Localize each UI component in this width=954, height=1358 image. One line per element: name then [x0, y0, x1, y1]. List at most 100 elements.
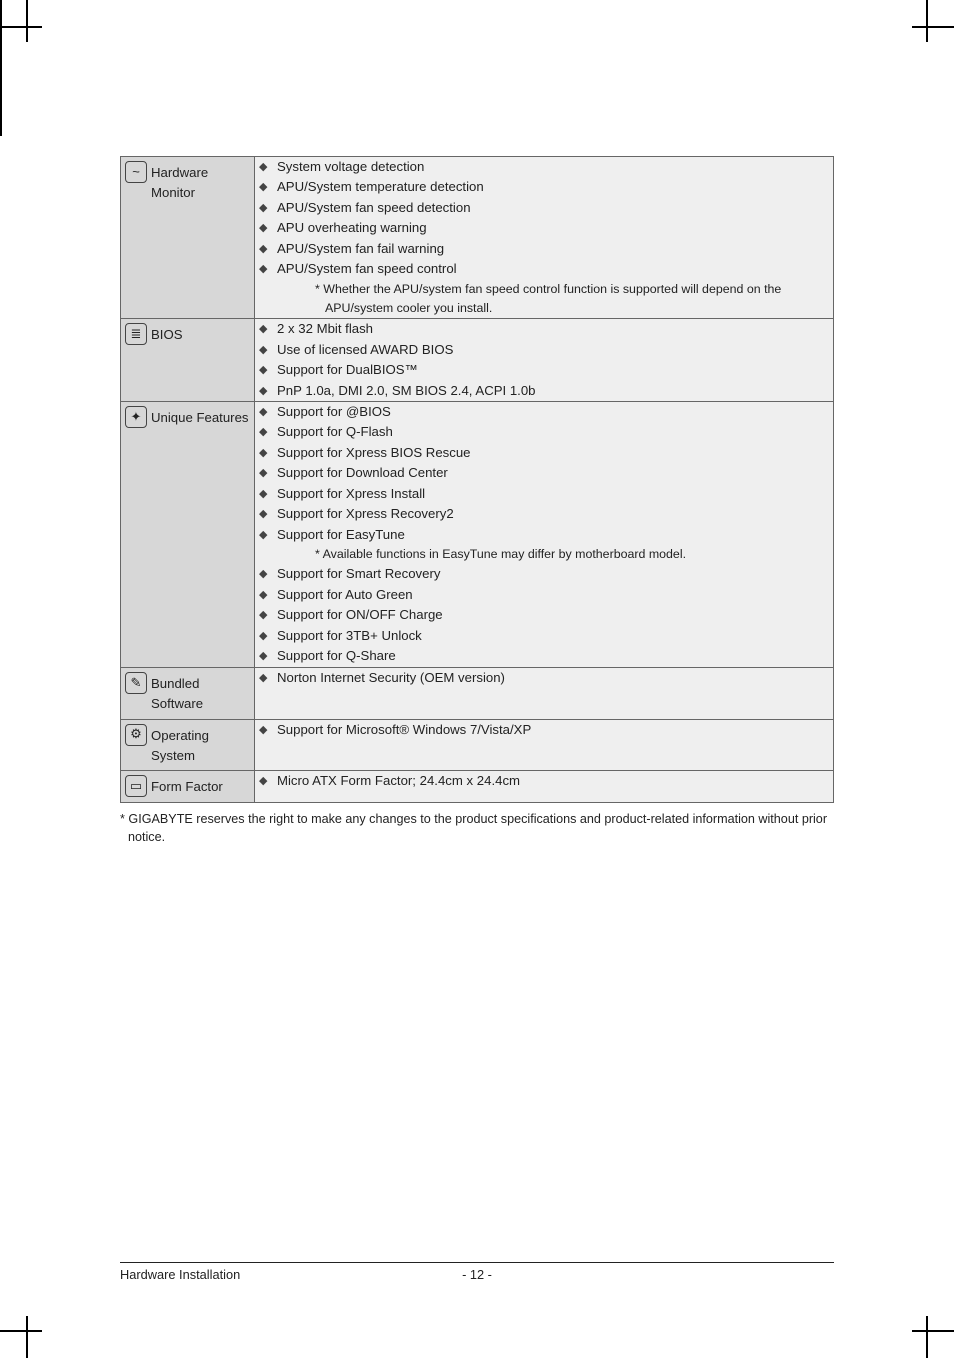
list-item: Support for Microsoft® Windows 7/Vista/X… [255, 720, 833, 740]
list-item-text: Support for Microsoft® Windows 7/Vista/X… [277, 720, 833, 740]
list-item-text: Support for @BIOS [277, 402, 833, 422]
list-item-text: Support for Xpress BIOS Rescue [277, 443, 833, 463]
spec-category-cell: ✦Unique Features [121, 401, 255, 667]
spec-table: ~Hardware MonitorSystem voltage detectio… [120, 156, 834, 803]
list-item-text: Support for Q-Share [277, 646, 833, 666]
category-label: Operating System [151, 724, 250, 767]
bullet-icon [255, 198, 277, 217]
spec-details-cell: 2 x 32 Mbit flashUse of licensed AWARD B… [255, 319, 834, 402]
list-item-text: Support for ON/OFF Charge [277, 605, 833, 625]
spec-bullet-list: 2 x 32 Mbit flashUse of licensed AWARD B… [255, 319, 833, 401]
list-item: Support for Smart Recovery [255, 564, 833, 584]
list-item-text: APU overheating warning [277, 218, 833, 238]
crop-mark [0, 26, 42, 28]
list-item: APU overheating warning [255, 218, 833, 238]
page-footer: Hardware Installation - 12 - [120, 1262, 834, 1282]
list-item: Use of licensed AWARD BIOS [255, 340, 833, 360]
crop-mark [26, 0, 28, 42]
list-item-text: APU/System fan fail warning [277, 239, 833, 259]
spec-bullet-list: Norton Internet Security (OEM version) [255, 668, 833, 688]
bullet-icon [255, 218, 277, 237]
list-item-text: Norton Internet Security (OEM version) [277, 668, 833, 688]
list-item: Support for 3TB+ Unlock [255, 626, 833, 646]
list-item-text: Support for Q-Flash [277, 422, 833, 442]
bullet-icon [255, 525, 277, 544]
crop-mark [0, 68, 2, 102]
bullet-icon [255, 422, 277, 441]
table-row: ✎Bundled Software Norton Internet Securit… [121, 667, 834, 719]
spec-category-cell: ~Hardware Monitor [121, 157, 255, 319]
table-row: ⚙Operating System Support for Microsoft® … [121, 719, 834, 771]
crop-mark [926, 1316, 928, 1358]
category-icon: ~ [125, 161, 147, 183]
list-item: APU/System temperature detection [255, 177, 833, 197]
spec-details-cell: System voltage detectionAPU/System tempe… [255, 157, 834, 319]
bullet-icon [255, 157, 277, 176]
category-icon: ▭ [125, 775, 147, 797]
list-item-text: Support for DualBIOS™ [277, 360, 833, 380]
list-item-text: 2 x 32 Mbit flash [277, 319, 833, 339]
bullet-icon [255, 402, 277, 421]
bullet-icon [255, 340, 277, 359]
spec-category-cell: ≣BIOS [121, 319, 255, 402]
list-item-text: APU/System fan speed detection [277, 198, 833, 218]
bullet-icon [255, 564, 277, 583]
category-label: BIOS [151, 323, 183, 345]
spec-bullet-list: System voltage detectionAPU/System tempe… [255, 157, 833, 318]
crop-mark [0, 102, 2, 136]
bullet-icon [255, 585, 277, 604]
spec-bullet-list: Support for Microsoft® Windows 7/Vista/X… [255, 720, 833, 740]
bullet-icon [255, 177, 277, 196]
list-item: Support for Q-Flash [255, 422, 833, 442]
table-row: ≣BIOS2 x 32 Mbit flashUse of licensed AW… [121, 319, 834, 402]
bullet-icon [255, 360, 277, 379]
list-item-text: PnP 1.0a, DMI 2.0, SM BIOS 2.4, ACPI 1.0… [277, 381, 833, 401]
crop-mark [0, 0, 2, 34]
footer-page-number: - 12 - [120, 1267, 834, 1282]
spec-details-cell: Support for Microsoft® Windows 7/Vista/X… [255, 719, 834, 771]
table-row: ▭Form FactorMicro ATX Form Factor; 24.4c… [121, 771, 834, 802]
list-item-text: Support for 3TB+ Unlock [277, 626, 833, 646]
list-item-text: APU/System fan speed controlWhether the … [277, 259, 833, 318]
spec-bullet-list: Micro ATX Form Factor; 24.4cm x 24.4cm [255, 771, 833, 791]
crop-mark [912, 1330, 954, 1332]
spec-category-cell: ⚙Operating System [121, 719, 255, 771]
list-item: PnP 1.0a, DMI 2.0, SM BIOS 2.4, ACPI 1.0… [255, 381, 833, 401]
list-item: System voltage detection [255, 157, 833, 177]
bullet-icon [255, 504, 277, 523]
list-item-text: Use of licensed AWARD BIOS [277, 340, 833, 360]
page-content: ~Hardware MonitorSystem voltage detectio… [120, 156, 834, 846]
bullet-icon [255, 646, 277, 665]
bullet-icon [255, 239, 277, 258]
crop-mark [926, 0, 928, 42]
list-item: APU/System fan speed detection [255, 198, 833, 218]
spec-details-cell: Micro ATX Form Factor; 24.4cm x 24.4cm [255, 771, 834, 802]
list-item: APU/System fan speed controlWhether the … [255, 259, 833, 318]
crop-mark [0, 34, 2, 68]
category-icon: ✦ [125, 406, 147, 428]
list-item: Support for Q-Share [255, 646, 833, 666]
list-item: Micro ATX Form Factor; 24.4cm x 24.4cm [255, 771, 833, 791]
category-label: Form Factor [151, 775, 223, 797]
list-item: Support for EasyTuneAvailable functions … [255, 525, 833, 565]
category-label: Hardware Monitor [151, 161, 250, 204]
category-icon: ⚙ [125, 724, 147, 746]
bullet-icon [255, 381, 277, 400]
bullet-icon [255, 720, 277, 739]
list-item: APU/System fan fail warning [255, 239, 833, 259]
list-item: Norton Internet Security (OEM version) [255, 668, 833, 688]
list-item-text: Support for Smart Recovery [277, 564, 833, 584]
bullet-icon [255, 443, 277, 462]
table-row: ✦Unique FeaturesSupport for @BIOSSupport… [121, 401, 834, 667]
spec-category-cell: ▭Form Factor [121, 771, 255, 802]
list-item-text: APU/System temperature detection [277, 177, 833, 197]
bullet-icon [255, 319, 277, 338]
list-item-text: System voltage detection [277, 157, 833, 177]
list-item-subnote: Available functions in EasyTune may diff… [277, 545, 833, 564]
spec-category-cell: ✎Bundled Software [121, 667, 255, 719]
category-label: Bundled Software [151, 672, 250, 715]
bullet-icon [255, 626, 277, 645]
footnote-text: * GIGABYTE reserves the right to make an… [120, 810, 834, 847]
list-item: Support for Xpress Install [255, 484, 833, 504]
bullet-icon [255, 771, 277, 790]
